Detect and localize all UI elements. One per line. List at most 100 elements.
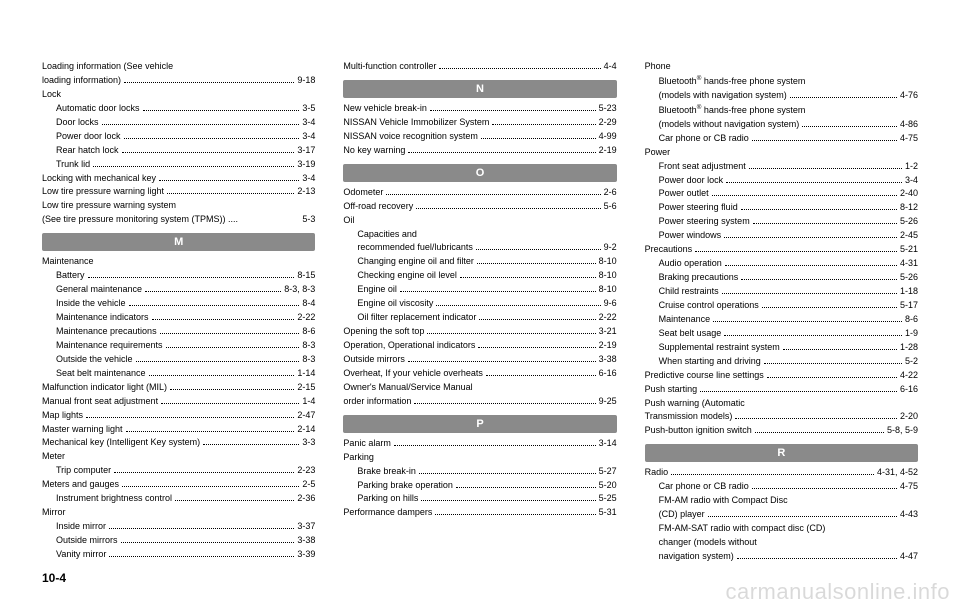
entry-page: 3-4	[302, 116, 315, 130]
entry-page: 4-43	[900, 508, 918, 522]
index-entry: Manual front seat adjustment1-4	[42, 395, 315, 409]
entry-page: 4-4	[604, 60, 617, 74]
entry-page: 5-6	[604, 200, 617, 214]
leader-dots	[476, 244, 601, 250]
entry-label: Seat belt maintenance	[56, 367, 146, 381]
entry-label: Automatic door locks	[56, 102, 140, 116]
entry-page: 5-3	[302, 213, 315, 227]
entry-page: 5-26	[900, 271, 918, 285]
leader-dots	[764, 357, 902, 363]
entry-label: Master warning light	[42, 423, 123, 437]
entry-label: Panic alarm	[343, 437, 391, 451]
leader-dots	[170, 383, 294, 389]
leader-dots	[708, 511, 897, 517]
leader-dots	[143, 105, 300, 111]
leader-dots	[124, 132, 300, 138]
entry-label: Off-road recovery	[343, 200, 413, 214]
entry-label: Power steering system	[659, 215, 750, 229]
index-entry: NISSAN voice recognition system4-99	[343, 130, 616, 144]
entry-label: Odometer	[343, 186, 383, 200]
entry-page: 3-14	[599, 437, 617, 451]
index-entry: Automatic door locks3-5	[42, 102, 315, 116]
leader-dots	[427, 328, 595, 334]
entry-page: 5-31	[599, 506, 617, 520]
watermark: carmanualsonline.info	[725, 579, 950, 605]
entry-label: FM-AM radio with Compact Disc	[659, 495, 788, 505]
entry-page: 3-17	[297, 144, 315, 158]
entry-label: (models without navigation system)	[659, 118, 800, 132]
entry-label: (See tire pressure monitoring system (TP…	[42, 213, 238, 227]
index-entry: Push starting6-16	[645, 383, 918, 397]
index-entry: Low tire pressure warning light2-13	[42, 185, 315, 199]
entry-label: Meters and gauges	[42, 478, 119, 492]
entry-label: Car phone or CB radio	[659, 480, 749, 494]
index-entry: Maintenance indicators2-22	[42, 311, 315, 325]
leader-dots	[741, 204, 897, 210]
entry-label: Maintenance requirements	[56, 339, 163, 353]
index-page: Loading information (See vehicle loading…	[0, 0, 960, 584]
entry-page: 8-6	[302, 325, 315, 339]
index-entry: Predictive course line settings4-22	[645, 369, 918, 383]
entry-label: Engine oil	[357, 283, 397, 297]
entry-page: 2-20	[900, 410, 918, 424]
leader-dots	[486, 370, 596, 376]
index-entry: Child restraints1-18	[645, 285, 918, 299]
index-entry: Power steering system 5-26	[645, 215, 918, 229]
index-entry: Push-button ignition switch5-8, 5-9	[645, 424, 918, 438]
entry-label: Bluetooth	[659, 76, 697, 86]
entry-label: Capacities and	[357, 229, 417, 239]
entry-label: Locking with mechanical key	[42, 172, 156, 186]
index-entry: Trip computer2-23	[42, 464, 315, 478]
index-entry: Master warning light2-14	[42, 423, 315, 437]
section-header-o: O	[343, 164, 616, 182]
section-header-p: P	[343, 415, 616, 433]
index-entry: Transmission models)2-20	[645, 410, 918, 424]
index-entry: Seat belt maintenance 1-14	[42, 367, 315, 381]
leader-dots	[122, 481, 299, 487]
leader-dots	[175, 495, 294, 501]
entry-page: 5-26	[900, 215, 918, 229]
entry-label: New vehicle break-in	[343, 102, 427, 116]
index-entry: NISSAN Vehicle Immobilizer System2-29	[343, 116, 616, 130]
entry-label: Maintenance precautions	[56, 325, 157, 339]
entry-label: Power outlet	[659, 187, 709, 201]
entry-page: 4-47	[900, 550, 918, 564]
entry-label: Overheat, If your vehicle overheats	[343, 367, 483, 381]
leader-dots	[790, 92, 897, 98]
entry-label: Performance dampers	[343, 506, 432, 520]
entry-page: 2-40	[900, 187, 918, 201]
index-entry: Multi-function controller 4-4	[343, 60, 616, 74]
entry-label: Low tire pressure warning light	[42, 185, 164, 199]
index-entry: Maintenance requirements 8-3	[42, 339, 315, 353]
leader-dots	[755, 427, 884, 433]
index-entry: New vehicle break-in5-23	[343, 102, 616, 116]
leader-dots	[159, 174, 299, 180]
entry-page: 5-8, 5-9	[887, 424, 918, 438]
section-header-r: R	[645, 444, 918, 462]
index-entry: Mirror	[42, 506, 315, 520]
entry-label: Rear hatch lock	[56, 144, 119, 158]
section-header-m: M	[42, 233, 315, 251]
leader-dots	[122, 146, 295, 152]
index-entry: Maintenance precautions 8-6	[42, 325, 315, 339]
index-entry: Performance dampers 5-31	[343, 506, 616, 520]
leader-dots	[725, 260, 897, 266]
entry-page: 2-22	[297, 311, 315, 325]
index-entry: Car phone or CB radio4-75	[645, 480, 918, 494]
entry-page: 3-39	[297, 548, 315, 562]
leader-dots	[749, 162, 902, 168]
entry-label: Braking precautions	[659, 271, 739, 285]
index-entry: Inside mirror3-37	[42, 520, 315, 534]
entry-page: 8-3	[302, 339, 315, 353]
index-entry: Phone	[645, 60, 918, 74]
index-entry: Malfunction indicator light (MIL)2-15	[42, 381, 315, 395]
entry-label: Multi-function controller	[343, 60, 436, 74]
entry-page: 1-4	[302, 395, 315, 409]
index-entry: Vanity mirror3-39	[42, 548, 315, 562]
index-entry: loading information)9-18	[42, 74, 315, 88]
index-entry: Power door lock3-4	[42, 130, 315, 144]
entry-page: 1-14	[297, 367, 315, 381]
index-entry: order information9-25	[343, 395, 616, 409]
index-entry: Door locks3-4	[42, 116, 315, 130]
leader-dots	[726, 176, 902, 182]
